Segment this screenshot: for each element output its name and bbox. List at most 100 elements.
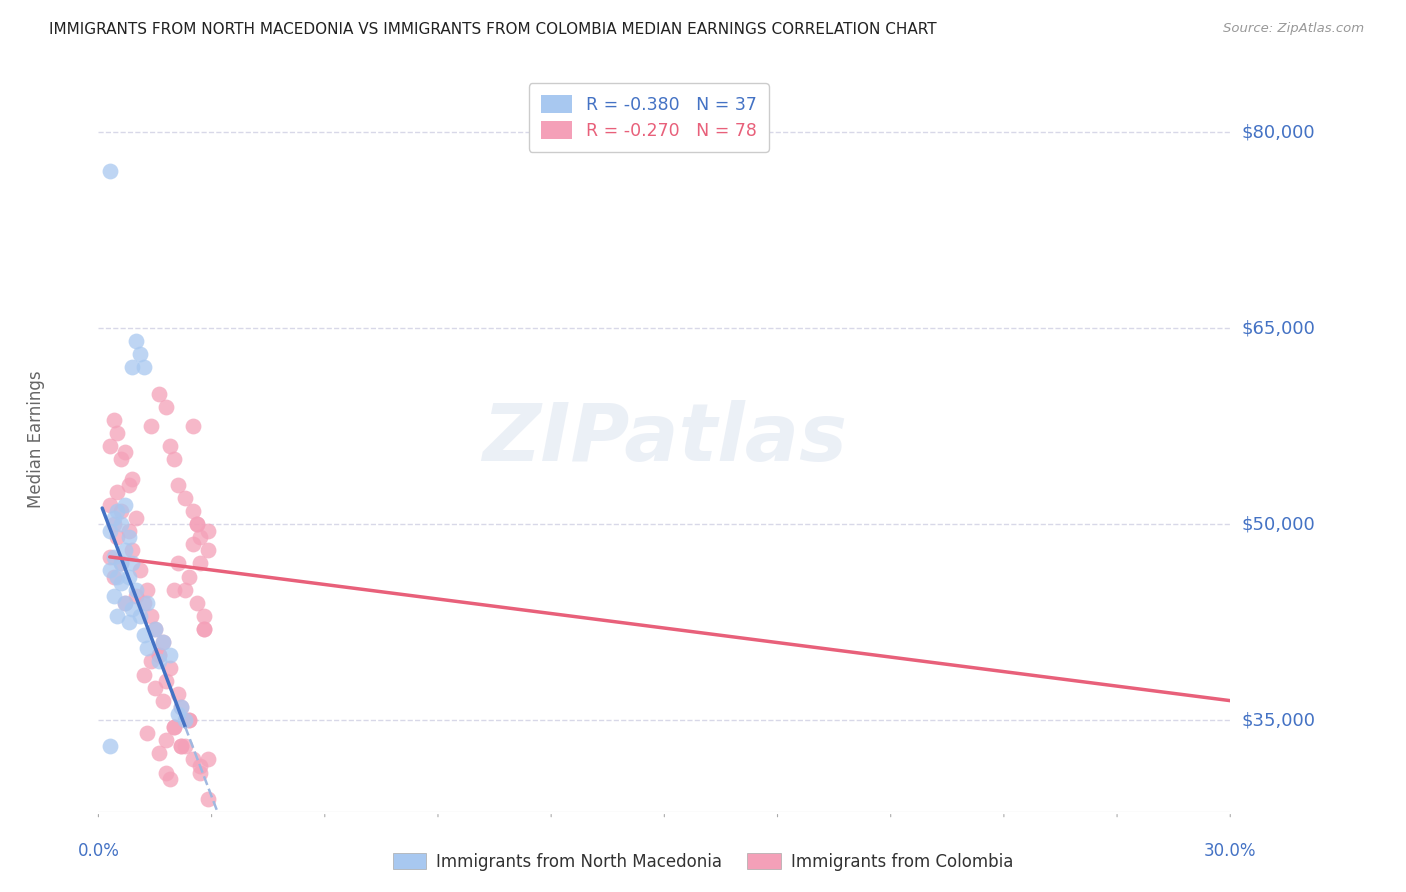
Point	[114, 498, 136, 512]
Text: Median Earnings: Median Earnings	[27, 370, 45, 508]
Point	[197, 543, 219, 558]
Text: $65,000: $65,000	[1241, 319, 1315, 337]
Point	[148, 386, 170, 401]
Point	[132, 667, 155, 681]
Point	[103, 569, 125, 583]
Point	[163, 451, 186, 466]
Point	[181, 752, 204, 766]
Point	[103, 413, 125, 427]
Point	[98, 739, 121, 754]
Point	[117, 615, 139, 630]
Point	[105, 484, 128, 499]
Point	[148, 648, 170, 662]
Point	[141, 419, 163, 434]
Point	[197, 791, 219, 805]
Point	[129, 347, 152, 361]
Point	[121, 557, 143, 571]
Point	[98, 549, 121, 564]
Point	[105, 608, 128, 623]
Point	[110, 517, 132, 532]
Point	[143, 681, 166, 695]
Text: $80,000: $80,000	[1241, 123, 1315, 141]
Point	[188, 557, 211, 571]
Point	[136, 596, 159, 610]
Point	[186, 517, 208, 532]
Point	[188, 759, 211, 773]
Point	[98, 524, 121, 538]
Point	[121, 360, 143, 375]
Point	[110, 576, 132, 591]
Point	[155, 400, 177, 414]
Point	[159, 772, 181, 786]
Point	[125, 582, 148, 597]
Point	[105, 504, 128, 518]
Point	[181, 537, 204, 551]
Point	[163, 582, 186, 597]
Point	[129, 608, 152, 623]
Point	[114, 596, 136, 610]
Point	[193, 608, 215, 623]
Point	[197, 752, 219, 766]
Point	[159, 648, 181, 662]
Point	[186, 517, 208, 532]
Point	[105, 425, 128, 440]
Point	[188, 765, 211, 780]
Point	[174, 582, 197, 597]
Text: ZIPatlas: ZIPatlas	[482, 401, 846, 478]
Text: $50,000: $50,000	[1241, 516, 1315, 533]
Point	[166, 478, 188, 492]
Point	[136, 582, 159, 597]
Point	[155, 765, 177, 780]
Point	[141, 608, 163, 623]
Point	[166, 687, 188, 701]
Point	[121, 602, 143, 616]
Point	[155, 732, 177, 747]
Point	[148, 648, 170, 662]
Point	[174, 739, 197, 754]
Point	[114, 596, 136, 610]
Point	[148, 746, 170, 760]
Text: 30.0%: 30.0%	[1204, 842, 1257, 860]
Point	[117, 524, 139, 538]
Point	[148, 655, 170, 669]
Point	[166, 557, 188, 571]
Point	[166, 706, 188, 721]
Point	[152, 635, 174, 649]
Point	[114, 445, 136, 459]
Legend: R = -0.380   N = 37, R = -0.270   N = 78: R = -0.380 N = 37, R = -0.270 N = 78	[529, 83, 769, 152]
Point	[197, 524, 219, 538]
Point	[114, 543, 136, 558]
Point	[193, 622, 215, 636]
Point	[117, 569, 139, 583]
Point	[141, 655, 163, 669]
Point	[177, 569, 200, 583]
Point	[105, 530, 128, 544]
Point	[98, 563, 121, 577]
Point	[155, 674, 177, 689]
Text: 0.0%: 0.0%	[77, 842, 120, 860]
Point	[163, 720, 186, 734]
Point	[98, 164, 121, 178]
Point	[103, 510, 125, 524]
Legend: Immigrants from North Macedonia, Immigrants from Colombia: Immigrants from North Macedonia, Immigra…	[385, 845, 1021, 880]
Point	[152, 693, 174, 707]
Point	[143, 622, 166, 636]
Point	[103, 549, 125, 564]
Point	[110, 451, 132, 466]
Point	[98, 498, 121, 512]
Point	[159, 439, 181, 453]
Point	[174, 713, 197, 727]
Point	[110, 557, 132, 571]
Point	[117, 530, 139, 544]
Point	[143, 622, 166, 636]
Point	[132, 596, 155, 610]
Point	[188, 530, 211, 544]
Text: $35,000: $35,000	[1241, 711, 1316, 730]
Point	[110, 504, 132, 518]
Point	[152, 635, 174, 649]
Point	[103, 589, 125, 603]
Point	[110, 557, 132, 571]
Point	[170, 739, 193, 754]
Point	[129, 563, 152, 577]
Point	[136, 641, 159, 656]
